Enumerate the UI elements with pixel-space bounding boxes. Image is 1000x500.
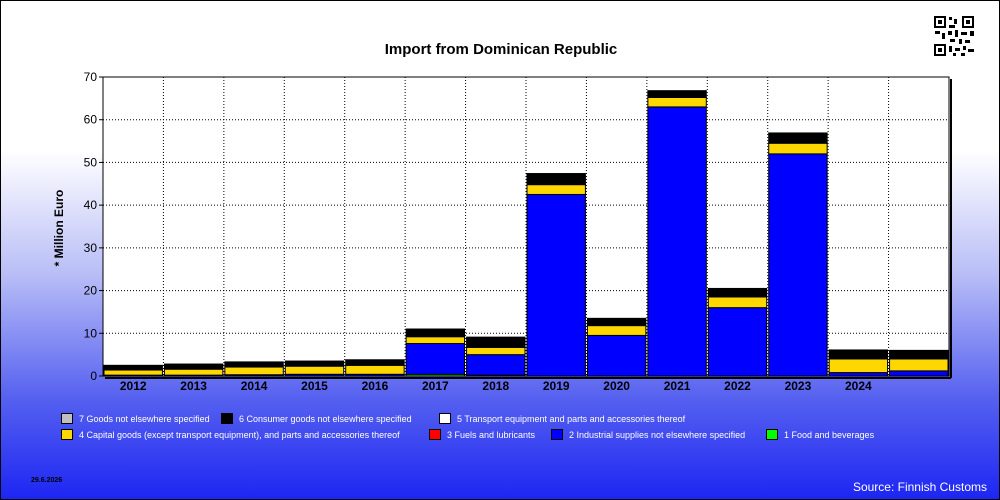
bar-segment-2	[707, 307, 768, 377]
bar-segment-6	[345, 359, 405, 366]
bar-segment-6	[828, 349, 889, 360]
legend-label: 4 Capital goods (except transport equipm…	[79, 429, 400, 440]
bar-segment-6	[163, 363, 224, 370]
bar-segment-4	[647, 97, 707, 108]
x-tick-label: 2012	[120, 379, 147, 393]
x-tick-label: 2019	[543, 379, 570, 393]
legend-swatch	[766, 429, 778, 440]
bar-segment-6	[889, 349, 949, 360]
x-tick-label: 2023	[785, 379, 812, 393]
bar-segment-4	[466, 346, 526, 356]
legend-item: 1 Food and beverages	[766, 429, 874, 440]
legend-label: 2 Industrial supplies not elsewhere spec…	[569, 429, 746, 440]
bar-segment-6	[103, 364, 163, 371]
legend-label: 3 Fuels and lubricants	[447, 429, 536, 440]
bar-segment-6	[768, 132, 828, 144]
x-tick-label: 2016	[362, 379, 389, 393]
chart-title: Import from Dominican Republic	[384, 41, 618, 58]
plot-border	[102, 76, 950, 377]
bar-segment-6	[707, 287, 768, 298]
legend-item: 4 Capital goods (except transport equipm…	[61, 429, 400, 440]
y-tick-label: 10	[84, 326, 98, 340]
bar-segment-2	[828, 372, 889, 377]
bar-segment-4	[889, 358, 949, 372]
y-tick-label: 20	[84, 284, 98, 298]
bar-segment-6	[526, 173, 586, 186]
legend-item: 3 Fuels and lubricants	[429, 429, 535, 440]
legend-swatch	[61, 413, 73, 424]
legend-swatch	[221, 413, 233, 424]
bar-segment-6	[284, 360, 345, 367]
legend-swatch	[61, 429, 73, 440]
bar-segment-4	[526, 184, 586, 195]
legend-swatch	[429, 429, 441, 440]
legend-label: 5 Transport equipment and parts and acce…	[457, 413, 686, 424]
y-tick-label: 70	[84, 70, 98, 84]
bar-segment-4	[103, 369, 163, 376]
legend-swatch	[551, 429, 563, 440]
bar-segment-4	[768, 142, 828, 155]
footer-source: Source: Finnish Customs	[852, 480, 987, 494]
bar-segment-6	[466, 336, 526, 348]
bar-segment-4	[405, 336, 466, 345]
x-tick-label: 2015	[301, 379, 328, 393]
bar-segment-2	[889, 370, 949, 377]
x-tick-label: 2014	[241, 379, 268, 393]
x-tick-label: 2022	[724, 379, 751, 393]
bar-segment-6	[405, 328, 466, 338]
legend-item: 5 Transport equipment and parts and acce…	[439, 413, 685, 424]
chart-plot: 0 10 20 30 40 50 60 70 2012 2013 2014 2015 2016 2017 2…	[84, 70, 952, 393]
bar-segment-6	[586, 317, 647, 327]
bar-segment-4	[707, 296, 768, 309]
legend-label: 6 Consumer goods not elsewhere specified	[239, 413, 412, 424]
bar-segment-2	[768, 153, 828, 377]
bar-segment-2	[647, 106, 707, 377]
x-tick-label: 2020	[603, 379, 630, 393]
legend-item: 7 Goods not elsewhere specified	[61, 413, 210, 424]
bar-segment-4	[224, 366, 284, 376]
chart-legend: 7 Goods not elsewhere specified 6 Consume…	[61, 413, 961, 453]
legend-item: 6 Consumer goods not elsewhere specified	[221, 413, 412, 424]
qr-code-icon	[931, 13, 977, 59]
bar-segment-4	[586, 325, 647, 336]
x-tick-label: 2018	[482, 379, 509, 393]
legend-item: 2 Industrial supplies not elsewhere spec…	[551, 429, 745, 440]
x-tick-label: 2013	[180, 379, 207, 393]
x-tick-label: 2021	[664, 379, 691, 393]
y-tick-label: 40	[84, 198, 98, 212]
y-tick-label: 60	[84, 113, 98, 127]
x-tick-label: 2024	[845, 379, 872, 393]
x-tick-label: 2017	[422, 379, 449, 393]
legend-swatch	[439, 413, 451, 424]
footer-date: 29.6.2026	[31, 477, 63, 484]
legend-label: 7 Goods not elsewhere specified	[79, 413, 210, 424]
bar-segment-6	[224, 361, 284, 368]
y-tick-label: 50	[84, 155, 98, 169]
bar-segment-4	[284, 365, 345, 375]
y-tick-label: 30	[84, 241, 98, 255]
bar-segment-2	[586, 334, 647, 377]
bar-segment-2	[466, 354, 526, 376]
legend-label: 1 Food and beverages	[784, 429, 875, 440]
y-tick-label: 0	[90, 369, 97, 383]
bar-segment-4	[163, 368, 224, 376]
bar-segment-4	[828, 358, 889, 374]
bar-segment-4	[345, 364, 405, 375]
bar-segment-2	[526, 193, 586, 377]
bar-segment-6	[647, 90, 707, 99]
bar-segment-2	[405, 343, 466, 375]
